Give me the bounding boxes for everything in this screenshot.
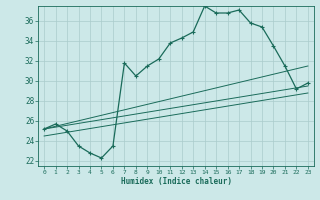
- X-axis label: Humidex (Indice chaleur): Humidex (Indice chaleur): [121, 177, 231, 186]
